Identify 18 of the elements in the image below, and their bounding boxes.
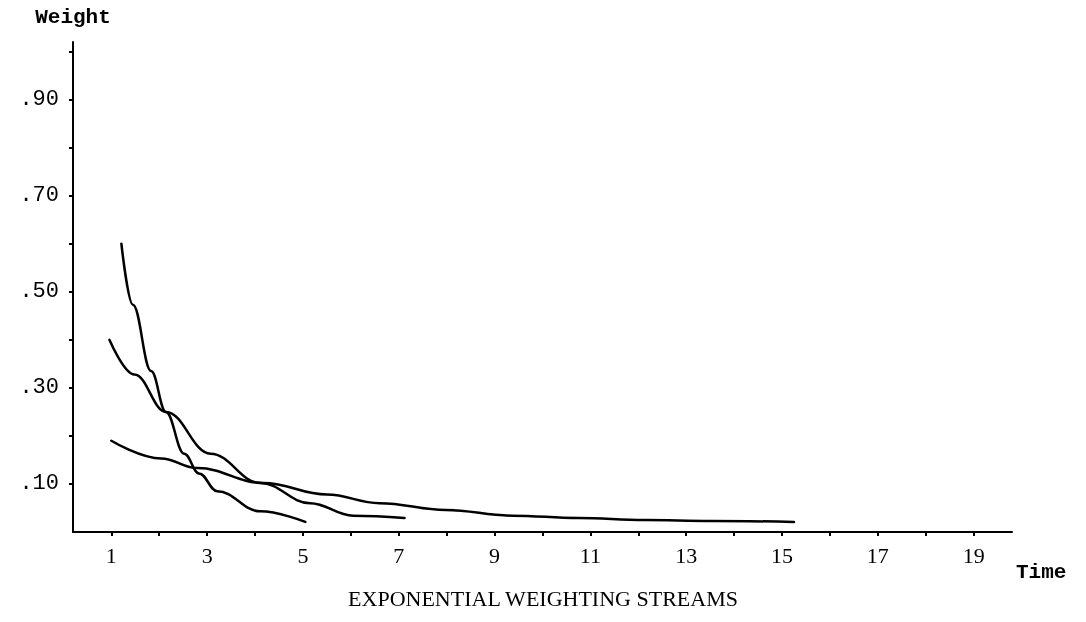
x-tick-label: 9 [489, 542, 501, 568]
x-tick-label: 13 [675, 542, 698, 568]
x-tick-label: 15 [771, 542, 794, 568]
y-tick-label: .90 [19, 87, 59, 113]
x-tick-label: 5 [297, 542, 309, 568]
x-tick-label: 11 [579, 542, 601, 568]
x-tick-label: 19 [962, 542, 985, 568]
y-tick-label: .50 [19, 279, 59, 305]
x-tick-label: 7 [393, 542, 405, 568]
y-tick-label: .70 [19, 183, 59, 209]
x-tick-label: 17 [866, 542, 889, 568]
y-tick-label: .30 [19, 375, 59, 401]
x-axis-title: Time [1016, 561, 1067, 584]
y-tick-label: .10 [19, 471, 59, 497]
x-tick-label: 1 [105, 542, 117, 568]
y-axis-title: Weight [35, 6, 111, 29]
x-tick-label: 3 [201, 542, 213, 568]
text: EXPONENTIAL WEIGHTING STREAMS [348, 585, 738, 611]
